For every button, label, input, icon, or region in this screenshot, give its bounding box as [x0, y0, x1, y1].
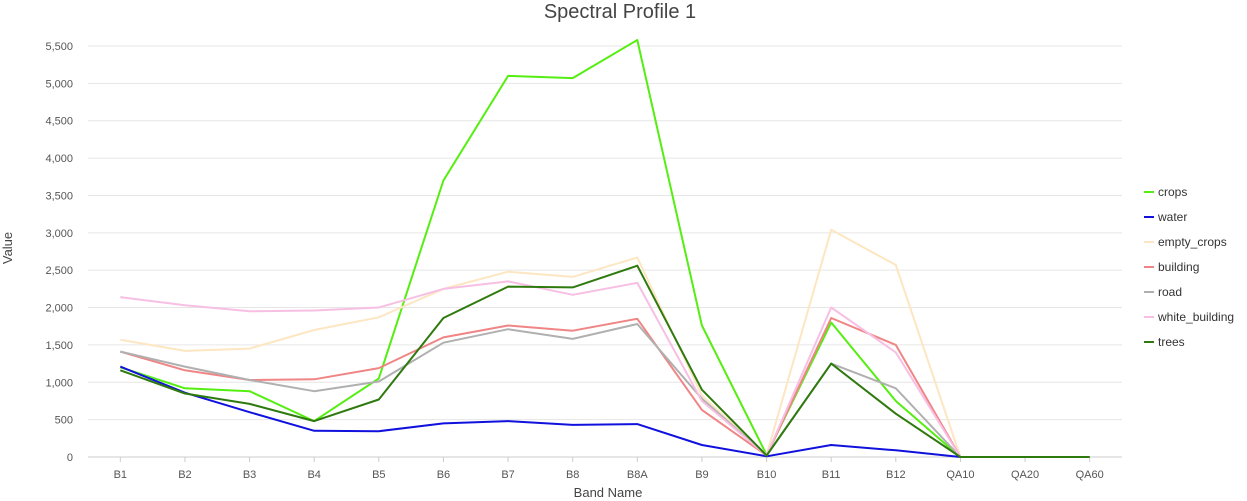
y-tick-label: 2,000	[45, 303, 73, 315]
x-tick-label: B2	[178, 469, 191, 481]
x-tick-label: QA20	[1011, 469, 1039, 481]
y-tick-label: 5,000	[45, 78, 73, 90]
y-tick-label: 2,500	[45, 265, 73, 277]
x-axis-ticks: B1 B2 B3 B4 B5 B6 B7 B8 B8A B9 B10 B11 B12 QA10 QA20 QA…	[114, 457, 1104, 481]
x-tick-label: QA10	[946, 469, 974, 481]
legend-label-water[interactable]: water	[1157, 210, 1187, 224]
series-line-white_building[interactable]	[120, 280, 1090, 458]
legend-label-white_building[interactable]: white_building	[1157, 310, 1234, 324]
legend-label-crops[interactable]: crops	[1158, 185, 1187, 199]
series-line-trees[interactable]	[119, 264, 1090, 458]
x-tick-label: QA60	[1076, 469, 1104, 481]
series-lines	[119, 39, 1090, 458]
x-tick-label: B9	[695, 469, 708, 481]
chart-title: Spectral Profile 1	[544, 1, 696, 23]
series-line-water[interactable]	[119, 365, 1090, 458]
series-line-road[interactable]	[120, 323, 1090, 458]
legend: crops water empty_crops building road white_b…	[1144, 185, 1234, 349]
x-tick-label: B6	[437, 469, 450, 481]
y-tick-label: 1,500	[45, 340, 73, 352]
y-axis-ticks: 0 500 1,000 1,500 2,000 2,500 3,000 3,500 4,000 4…	[45, 41, 73, 464]
legend-label-road[interactable]: road	[1158, 285, 1182, 299]
y-tick-label: 1,000	[45, 377, 73, 389]
legend-label-empty_crops[interactable]: empty_crops	[1158, 235, 1227, 249]
x-tick-label: B12	[886, 469, 906, 481]
y-tick-label: 4,000	[45, 153, 73, 165]
y-tick-label: 4,500	[45, 116, 73, 128]
x-tick-label: B8	[566, 469, 579, 481]
y-tick-label: 3,000	[45, 228, 73, 240]
x-tick-label: B7	[501, 469, 514, 481]
series-line-building[interactable]	[120, 317, 1090, 458]
x-axis-label: Band Name	[574, 485, 643, 500]
legend-label-building[interactable]: building	[1158, 260, 1199, 274]
x-tick-label: B8A	[627, 469, 648, 481]
legend-label-trees[interactable]: trees	[1158, 335, 1185, 349]
series-line-crops[interactable]	[119, 39, 1090, 458]
y-tick-label: 5,500	[45, 41, 73, 53]
y-tick-label: 0	[67, 452, 73, 464]
x-tick-label: B1	[114, 469, 127, 481]
x-tick-label: B5	[372, 469, 385, 481]
x-tick-label: B11	[822, 469, 841, 481]
x-tick-label: B4	[307, 469, 320, 481]
x-tick-label: B3	[243, 469, 256, 481]
series-line-empty_crops[interactable]	[120, 228, 1090, 458]
x-tick-label: B10	[757, 469, 777, 481]
gridlines	[88, 45, 1122, 421]
y-axis-label: Value	[0, 232, 15, 264]
y-tick-label: 500	[55, 415, 73, 427]
y-tick-label: 3,500	[45, 190, 73, 202]
